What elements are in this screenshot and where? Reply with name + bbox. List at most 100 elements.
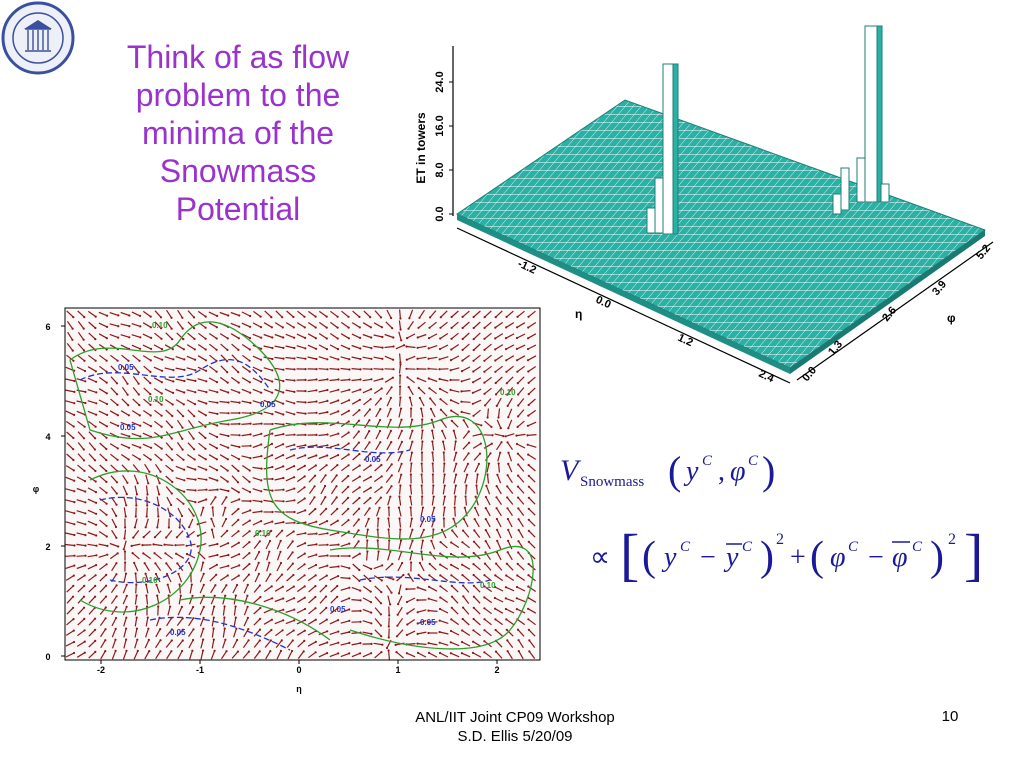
flow-arrow-head [202,594,205,597]
flow-arrow-head [83,369,87,373]
flow-arrow [340,642,350,646]
flow-arrow-head [182,502,185,505]
flow-arrow-head [282,380,285,383]
flow-arrow-head [95,402,98,405]
flow-arrow-head [379,408,382,411]
flow-arrow-head [303,315,306,318]
flow-arrow [484,420,492,428]
flow-arrow-head [395,635,399,638]
flow-arrow-head [84,534,87,537]
flow-arrow [242,541,250,549]
flow-arrow [175,388,185,394]
flow-arrow-head [506,650,509,653]
flow-arrow [264,629,272,637]
flow-arrow [340,543,350,547]
formula-square: 2 [776,531,784,548]
flow-arrow [200,507,204,517]
flow-arrow-head [416,599,419,602]
flow-arrow-head [105,524,108,527]
flow-arrow [439,356,449,360]
flow-arrow [417,356,427,360]
flow-arrow-head [282,346,285,349]
flow-arrow-head [527,393,530,396]
flow-arrow [274,322,284,328]
flow-arrow-head [269,573,272,576]
tower [662,63,674,235]
flow-arrow-head [504,597,507,600]
flow-arrow [253,607,261,615]
flow-arrow [399,485,401,495]
flow-arrow-head [461,348,464,351]
flow-arrow [131,311,141,317]
flow-arrow-head [271,510,274,514]
flow-arrow [318,565,328,569]
flow-arrow [329,344,339,350]
flow-arrow [87,389,97,393]
flow-arrow-head [185,552,189,556]
flow-arrow-head [405,600,409,604]
flow-arrow-head [370,336,373,339]
flow-arrow-head [213,594,216,597]
flow-arrow-head [517,518,520,521]
flow-arrow [88,332,96,340]
flow-arrow-head [516,452,519,455]
flow-arrow [340,652,350,658]
flow-arrow [517,365,525,373]
flow-arrow-head [368,507,371,510]
flow-arrow [230,553,240,559]
flow-arrow [307,322,317,328]
flow-arrow-head [450,595,454,598]
flow-arrow [274,465,284,471]
flow-arrow-head [391,327,394,330]
flow-arrow-head [359,652,362,655]
flow-arrow [199,584,205,594]
flow-arrow-head [150,446,153,449]
flow-arrow [122,650,128,660]
flow-arrow [341,486,349,494]
flow-arrow-head [380,579,383,582]
flow-arrow [274,356,284,360]
flow-arrow [142,344,152,350]
flow-arrow-head [73,533,76,537]
flow-arrow-head [282,521,285,524]
flow-arrow-head [315,532,318,535]
flow-arrow-head [293,597,296,600]
flow-arrow [76,400,86,404]
flow-arrow [197,465,207,471]
flow-arrow-head [337,619,340,622]
formula-sup: C [912,539,923,555]
flow-arrow-head [271,346,274,350]
flow-arrow [362,333,372,339]
flow-arrow [197,366,207,372]
flow-arrow [188,562,194,572]
flow-arrow-head [165,562,168,565]
flow-arrow-head [336,326,339,329]
flow-arrow [208,411,218,415]
flow-arrow-head [416,611,419,614]
flow-arrow [388,650,390,660]
flow-arrow-head [149,458,152,461]
flow-arrow-head [409,506,412,509]
flow-arrow [253,640,261,648]
flow-arrows [65,309,537,660]
flow-arrow-head [390,316,393,320]
flow-arrow-head [516,574,519,577]
flow-arrow-head [439,398,442,401]
flow-arrow [516,575,526,581]
flow-arrow [428,368,438,370]
flow-arrow [439,652,449,658]
flow-arrow-head [392,358,395,361]
flow-arrow-head [304,542,307,545]
flow-arrow-head [461,359,464,362]
flow-arrow-head [304,532,307,535]
flow-arrow [211,628,215,638]
flow-arrow-head [336,348,340,351]
flow-arrow [274,367,284,371]
flow-arrow [286,310,294,318]
flow-arrow [221,518,227,528]
flow-arrow [485,518,491,528]
flow-arrow-head [293,379,296,382]
flow-arrow [188,617,194,627]
flow-arrow-head [193,448,196,451]
flow-arrow-head [105,563,108,566]
